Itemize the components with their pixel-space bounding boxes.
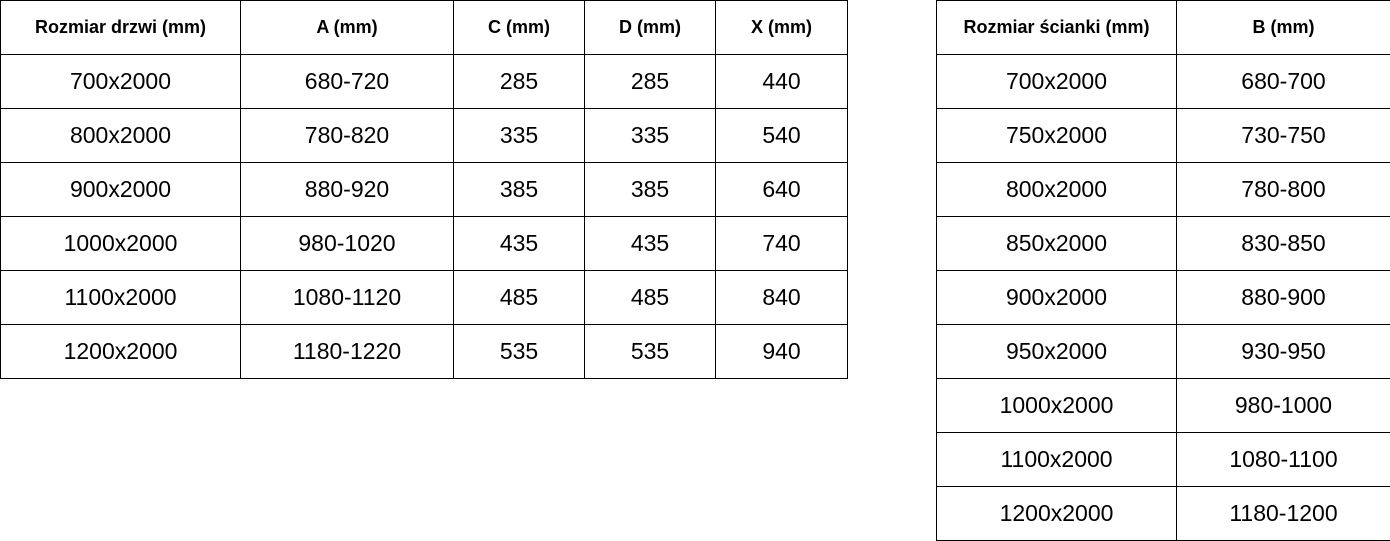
column-header: Rozmiar ścianki (mm) xyxy=(936,0,1177,55)
table-row: 850x2000 830-850 xyxy=(936,216,1390,271)
table-cell: 700x2000 xyxy=(0,54,241,109)
column-header: X (mm) xyxy=(715,0,848,55)
table-cell: 730-750 xyxy=(1176,108,1390,163)
table-cell: 540 xyxy=(715,108,848,163)
table-cell: 435 xyxy=(584,216,716,271)
table-cell: 800x2000 xyxy=(0,108,241,163)
table-row: 1100x2000 1080-1100 xyxy=(936,432,1390,487)
table-cell: 485 xyxy=(453,270,585,325)
table-cell: 850x2000 xyxy=(936,216,1177,271)
table-cell: 830-850 xyxy=(1176,216,1390,271)
table-cell: 880-900 xyxy=(1176,270,1390,325)
table-cell: 700x2000 xyxy=(936,54,1177,109)
table-cell: 900x2000 xyxy=(0,162,241,217)
table-row: 700x2000 680-720 285 285 440 xyxy=(0,54,848,109)
wall-size-table: Rozmiar ścianki (mm) B (mm) 700x2000 680-7… xyxy=(936,0,1390,541)
table-cell: 1080-1100 xyxy=(1176,432,1390,487)
table-row: 1000x2000 980-1000 xyxy=(936,378,1390,433)
table-cell: 1200x2000 xyxy=(0,324,241,379)
table-cell: 1180-1200 xyxy=(1176,486,1390,541)
door-size-table: Rozmiar drzwi (mm) A (mm) C (mm) D (mm) X (m… xyxy=(0,0,848,379)
table-cell: 950x2000 xyxy=(936,324,1177,379)
table-cell: 880-920 xyxy=(240,162,454,217)
column-header: B (mm) xyxy=(1176,0,1390,55)
table-row: 1200x2000 1180-1200 xyxy=(936,486,1390,541)
table-cell: 1100x2000 xyxy=(0,270,241,325)
table-cell: 285 xyxy=(584,54,716,109)
table-row: 800x2000 780-820 335 335 540 xyxy=(0,108,848,163)
table-cell: 1100x2000 xyxy=(936,432,1177,487)
door-table-header: Rozmiar drzwi (mm) A (mm) C (mm) D (mm) X (m… xyxy=(0,0,848,55)
wall-table-header: Rozmiar ścianki (mm) B (mm) xyxy=(936,0,1390,55)
table-cell: 1080-1120 xyxy=(240,270,454,325)
table-row: 750x2000 730-750 xyxy=(936,108,1390,163)
table-cell: 440 xyxy=(715,54,848,109)
table-cell: 285 xyxy=(453,54,585,109)
table-cell: 980-1000 xyxy=(1176,378,1390,433)
table-cell: 485 xyxy=(584,270,716,325)
table-row: 950x2000 930-950 xyxy=(936,324,1390,379)
column-header: D (mm) xyxy=(584,0,716,55)
table-cell: 930-950 xyxy=(1176,324,1390,379)
table-row: 800x2000 780-800 xyxy=(936,162,1390,217)
table-cell: 1000x2000 xyxy=(936,378,1177,433)
table-row: 1200x2000 1180-1220 535 535 940 xyxy=(0,324,848,379)
table-cell: 535 xyxy=(453,324,585,379)
table-row: 1000x2000 980-1020 435 435 740 xyxy=(0,216,848,271)
table-row: 1100x2000 1080-1120 485 485 840 xyxy=(0,270,848,325)
table-cell: 940 xyxy=(715,324,848,379)
table-cell: 680-720 xyxy=(240,54,454,109)
table-cell: 535 xyxy=(584,324,716,379)
table-cell: 750x2000 xyxy=(936,108,1177,163)
table-cell: 335 xyxy=(453,108,585,163)
table-cell: 435 xyxy=(453,216,585,271)
column-header: C (mm) xyxy=(453,0,585,55)
table-cell: 1000x2000 xyxy=(0,216,241,271)
table-cell: 980-1020 xyxy=(240,216,454,271)
table-row: 700x2000 680-700 xyxy=(936,54,1390,109)
table-cell: 335 xyxy=(584,108,716,163)
table-cell: 1180-1220 xyxy=(240,324,454,379)
table-cell: 640 xyxy=(715,162,848,217)
table-cell: 780-820 xyxy=(240,108,454,163)
table-row: 900x2000 880-920 385 385 640 xyxy=(0,162,848,217)
table-cell: 385 xyxy=(584,162,716,217)
column-header: Rozmiar drzwi (mm) xyxy=(0,0,241,55)
table-cell: 385 xyxy=(453,162,585,217)
table-cell: 800x2000 xyxy=(936,162,1177,217)
table-cell: 1200x2000 xyxy=(936,486,1177,541)
table-cell: 840 xyxy=(715,270,848,325)
table-cell: 740 xyxy=(715,216,848,271)
table-row: 900x2000 880-900 xyxy=(936,270,1390,325)
column-header: A (mm) xyxy=(240,0,454,55)
table-cell: 780-800 xyxy=(1176,162,1390,217)
table-cell: 680-700 xyxy=(1176,54,1390,109)
table-cell: 900x2000 xyxy=(936,270,1177,325)
